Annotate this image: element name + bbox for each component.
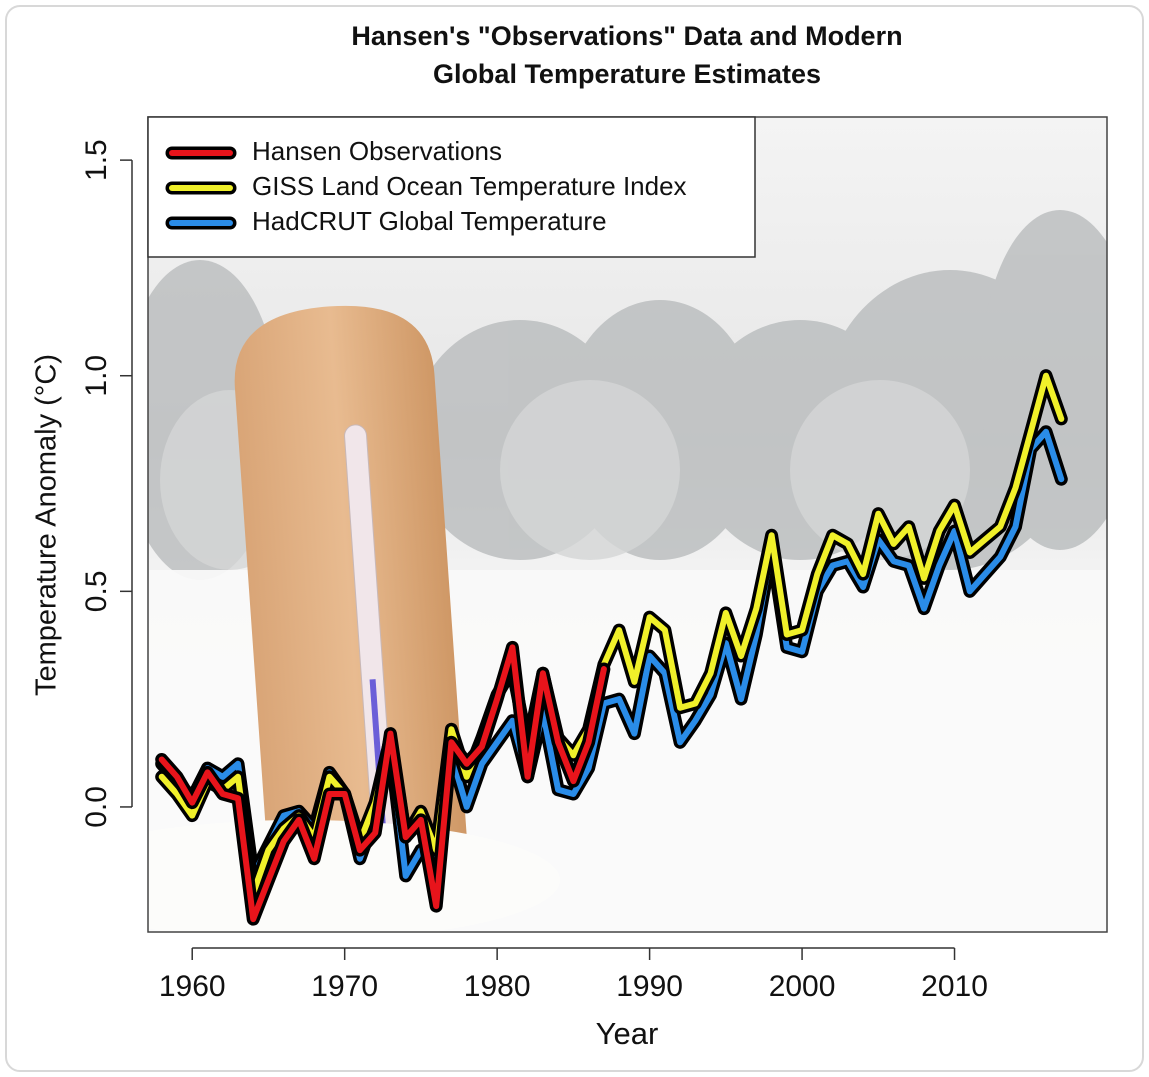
x-tick-label: 2000 [769,970,836,1003]
line [158,372,1065,897]
y-tick-label: 0.5 [80,570,113,612]
line [158,644,607,923]
y-tick-label: 1.5 [80,139,113,181]
y-tick-label: 0.0 [80,786,113,828]
legend-label: Hansen Observations [252,136,502,166]
legend-box [147,116,756,258]
chart-title: Hansen's "Observations" Data and Modern [351,21,902,51]
legend-label: HadCRUT Global Temperature [252,206,607,236]
x-tick-label: 1960 [159,970,226,1003]
x-tick-label: 2010 [921,970,988,1003]
x-tick-label: 1970 [311,970,378,1003]
chart-title: Global Temperature Estimates [433,59,821,89]
y-axis-title: Temperature Anomaly (°C) [31,354,63,696]
x-axis-title: Year [596,1016,659,1051]
legend-label: GISS Land Ocean Temperature Index [252,171,687,201]
x-tick-label: 1990 [616,970,683,1003]
y-tick-label: 1.0 [80,355,113,397]
x-tick-label: 1980 [464,970,531,1003]
